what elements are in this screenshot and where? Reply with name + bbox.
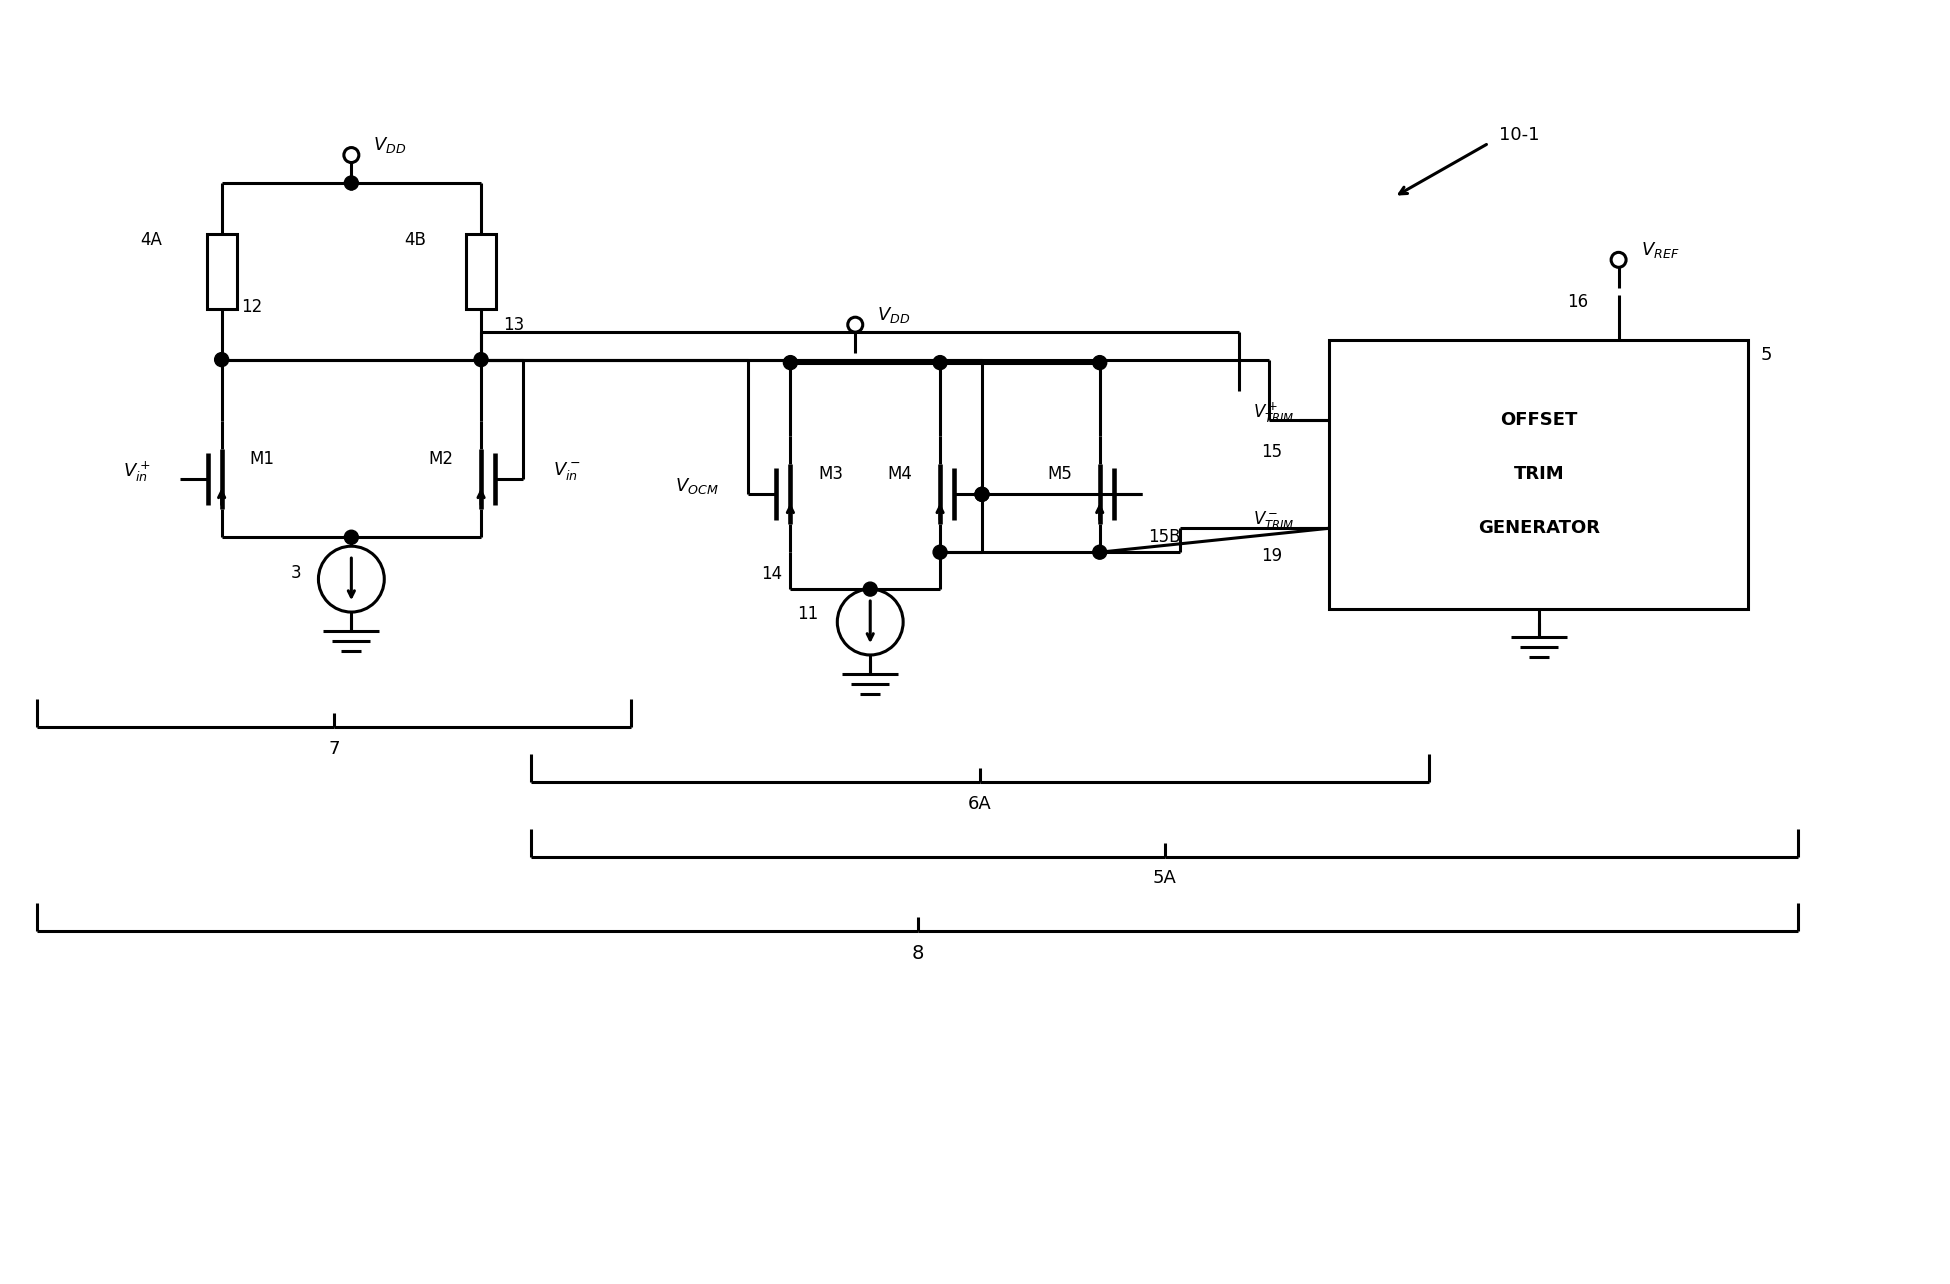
Text: 16: 16: [1568, 293, 1589, 311]
Text: M3: M3: [819, 465, 842, 483]
Text: 19: 19: [1262, 547, 1281, 565]
Text: $V_{TRIM}^-$: $V_{TRIM}^-$: [1252, 510, 1295, 532]
Text: M5: M5: [1047, 465, 1072, 483]
Text: 12: 12: [242, 298, 263, 316]
Text: $V_{DD}$: $V_{DD}$: [878, 304, 911, 325]
Circle shape: [934, 356, 948, 370]
Circle shape: [1092, 356, 1108, 370]
Text: 8: 8: [911, 944, 924, 963]
Text: 13: 13: [503, 316, 525, 334]
Text: $V_{DD}$: $V_{DD}$: [372, 135, 406, 155]
Text: 5: 5: [1761, 345, 1773, 363]
Text: 10-1: 10-1: [1500, 126, 1539, 144]
Text: 15: 15: [1262, 443, 1281, 461]
Text: 11: 11: [798, 605, 819, 623]
Text: 4A: 4A: [140, 231, 162, 249]
Bar: [466, 234, 495, 308]
Text: $V_{TRIM}^+$: $V_{TRIM}^+$: [1252, 401, 1295, 425]
Text: OFFSET: OFFSET: [1500, 411, 1578, 429]
Bar: [207, 234, 236, 308]
Text: 3: 3: [291, 564, 302, 582]
Text: M1: M1: [250, 451, 275, 469]
Circle shape: [345, 530, 359, 544]
Circle shape: [975, 488, 989, 501]
Circle shape: [784, 356, 798, 370]
Text: 6A: 6A: [967, 795, 993, 813]
Text: TRIM: TRIM: [1513, 465, 1564, 483]
Circle shape: [214, 353, 228, 367]
Circle shape: [345, 176, 359, 190]
Text: 15B: 15B: [1149, 528, 1180, 546]
Text: $V_{in}^+$: $V_{in}^+$: [123, 460, 150, 484]
Text: M4: M4: [887, 465, 913, 483]
Circle shape: [864, 582, 878, 596]
Circle shape: [1092, 546, 1108, 559]
Circle shape: [975, 488, 989, 501]
Circle shape: [934, 546, 948, 559]
Text: M2: M2: [429, 451, 452, 469]
Text: $V_{OCM}$: $V_{OCM}$: [675, 476, 718, 497]
Bar: [1330, 340, 1749, 609]
Circle shape: [474, 353, 488, 367]
Text: GENERATOR: GENERATOR: [1478, 519, 1599, 537]
Text: 5A: 5A: [1152, 869, 1176, 887]
Text: $V_{REF}$: $V_{REF}$: [1640, 240, 1679, 259]
Text: 14: 14: [760, 565, 782, 583]
Text: 4B: 4B: [404, 231, 427, 249]
Text: 7: 7: [328, 740, 339, 758]
Text: $V_{in}^-$: $V_{in}^-$: [554, 461, 581, 483]
